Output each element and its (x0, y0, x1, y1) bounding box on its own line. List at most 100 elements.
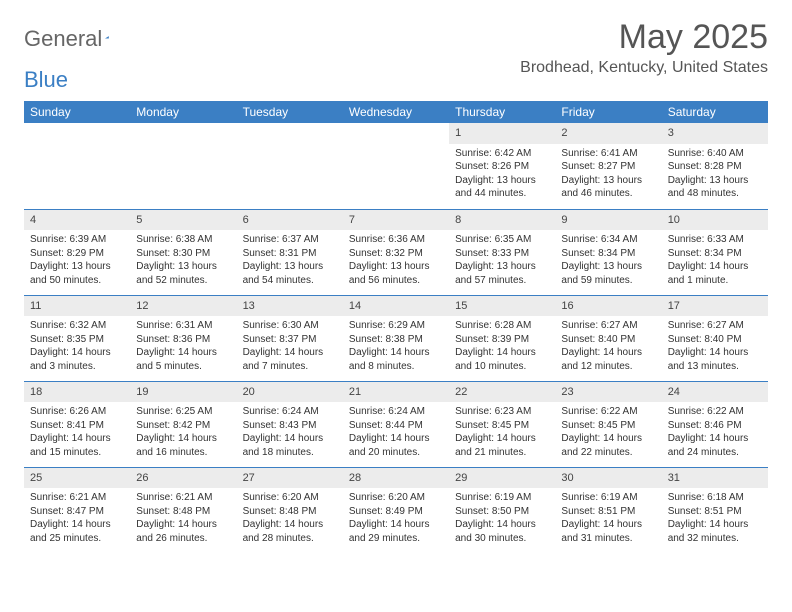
day-body: Sunrise: 6:31 AMSunset: 8:36 PMDaylight:… (130, 316, 236, 377)
day-body: Sunrise: 6:32 AMSunset: 8:35 PMDaylight:… (24, 316, 130, 377)
calendar-day-cell: 27Sunrise: 6:20 AMSunset: 8:48 PMDayligh… (237, 467, 343, 553)
day-line-d1: Daylight: 13 hours (561, 174, 655, 188)
day-line-ss: Sunset: 8:48 PM (136, 505, 230, 519)
brand-triangle-icon (105, 28, 109, 46)
day-line-ss: Sunset: 8:43 PM (243, 419, 337, 433)
calendar-day-cell: 1Sunrise: 6:42 AMSunset: 8:26 PMDaylight… (449, 123, 555, 209)
day-line-d1: Daylight: 13 hours (243, 260, 337, 274)
calendar-day-cell: . (24, 123, 130, 209)
day-body: Sunrise: 6:22 AMSunset: 8:45 PMDaylight:… (555, 402, 661, 463)
day-line-ss: Sunset: 8:48 PM (243, 505, 337, 519)
day-line-ss: Sunset: 8:36 PM (136, 333, 230, 347)
day-line-d2: and 57 minutes. (455, 274, 549, 288)
day-line-sr: Sunrise: 6:41 AM (561, 147, 655, 161)
day-line-sr: Sunrise: 6:21 AM (30, 491, 124, 505)
day-line-sr: Sunrise: 6:40 AM (668, 147, 762, 161)
day-body: Sunrise: 6:25 AMSunset: 8:42 PMDaylight:… (130, 402, 236, 463)
day-body: Sunrise: 6:30 AMSunset: 8:37 PMDaylight:… (237, 316, 343, 377)
day-line-d2: and 22 minutes. (561, 446, 655, 460)
day-line-d2: and 7 minutes. (243, 360, 337, 374)
day-number: 7 (343, 210, 449, 231)
location-label: Brodhead, Kentucky, United States (520, 59, 768, 77)
day-line-d1: Daylight: 13 hours (455, 260, 549, 274)
day-body: Sunrise: 6:26 AMSunset: 8:41 PMDaylight:… (24, 402, 130, 463)
calendar-week-row: 11Sunrise: 6:32 AMSunset: 8:35 PMDayligh… (24, 295, 768, 381)
day-line-d1: Daylight: 13 hours (455, 174, 549, 188)
day-line-ss: Sunset: 8:47 PM (30, 505, 124, 519)
day-number: 10 (662, 210, 768, 231)
day-line-sr: Sunrise: 6:24 AM (243, 405, 337, 419)
calendar-day-cell: 28Sunrise: 6:20 AMSunset: 8:49 PMDayligh… (343, 467, 449, 553)
brand-logo: General (24, 18, 129, 52)
day-body: Sunrise: 6:21 AMSunset: 8:47 PMDaylight:… (24, 488, 130, 549)
day-line-ss: Sunset: 8:40 PM (668, 333, 762, 347)
day-line-d1: Daylight: 14 hours (243, 346, 337, 360)
calendar-week-row: ....1Sunrise: 6:42 AMSunset: 8:26 PMDayl… (24, 123, 768, 209)
calendar-day-cell: 18Sunrise: 6:26 AMSunset: 8:41 PMDayligh… (24, 381, 130, 467)
day-body: Sunrise: 6:37 AMSunset: 8:31 PMDaylight:… (237, 230, 343, 291)
day-line-d1: Daylight: 14 hours (349, 346, 443, 360)
day-line-sr: Sunrise: 6:20 AM (243, 491, 337, 505)
day-line-d1: Daylight: 14 hours (30, 518, 124, 532)
day-number: 9 (555, 210, 661, 231)
day-line-sr: Sunrise: 6:33 AM (668, 233, 762, 247)
day-line-sr: Sunrise: 6:32 AM (30, 319, 124, 333)
day-line-d1: Daylight: 14 hours (455, 346, 549, 360)
day-body: Sunrise: 6:34 AMSunset: 8:34 PMDaylight:… (555, 230, 661, 291)
calendar-week-row: 4Sunrise: 6:39 AMSunset: 8:29 PMDaylight… (24, 209, 768, 295)
day-line-ss: Sunset: 8:35 PM (30, 333, 124, 347)
day-line-d2: and 8 minutes. (349, 360, 443, 374)
day-line-ss: Sunset: 8:42 PM (136, 419, 230, 433)
day-number: 23 (555, 382, 661, 403)
day-body: Sunrise: 6:41 AMSunset: 8:27 PMDaylight:… (555, 144, 661, 205)
day-line-d2: and 24 minutes. (668, 446, 762, 460)
day-body: Sunrise: 6:22 AMSunset: 8:46 PMDaylight:… (662, 402, 768, 463)
day-number: 25 (24, 468, 130, 489)
day-line-sr: Sunrise: 6:31 AM (136, 319, 230, 333)
day-body: Sunrise: 6:33 AMSunset: 8:34 PMDaylight:… (662, 230, 768, 291)
day-line-ss: Sunset: 8:41 PM (30, 419, 124, 433)
calendar-day-cell: 11Sunrise: 6:32 AMSunset: 8:35 PMDayligh… (24, 295, 130, 381)
day-body: Sunrise: 6:20 AMSunset: 8:48 PMDaylight:… (237, 488, 343, 549)
calendar-table: SundayMondayTuesdayWednesdayThursdayFrid… (24, 101, 768, 553)
day-number: 16 (555, 296, 661, 317)
day-body: Sunrise: 6:21 AMSunset: 8:48 PMDaylight:… (130, 488, 236, 549)
calendar-day-cell: 22Sunrise: 6:23 AMSunset: 8:45 PMDayligh… (449, 381, 555, 467)
calendar-body: ....1Sunrise: 6:42 AMSunset: 8:26 PMDayl… (24, 123, 768, 553)
calendar-day-cell: 26Sunrise: 6:21 AMSunset: 8:48 PMDayligh… (130, 467, 236, 553)
day-line-ss: Sunset: 8:34 PM (668, 247, 762, 261)
title-block: May 2025 Brodhead, Kentucky, United Stat… (520, 18, 768, 77)
calendar-day-cell: 10Sunrise: 6:33 AMSunset: 8:34 PMDayligh… (662, 209, 768, 295)
day-line-d2: and 50 minutes. (30, 274, 124, 288)
day-line-sr: Sunrise: 6:22 AM (668, 405, 762, 419)
day-line-sr: Sunrise: 6:36 AM (349, 233, 443, 247)
day-line-sr: Sunrise: 6:34 AM (561, 233, 655, 247)
day-number: 29 (449, 468, 555, 489)
day-line-d2: and 13 minutes. (668, 360, 762, 374)
day-body: Sunrise: 6:36 AMSunset: 8:32 PMDaylight:… (343, 230, 449, 291)
day-line-ss: Sunset: 8:46 PM (668, 419, 762, 433)
calendar-day-cell: 3Sunrise: 6:40 AMSunset: 8:28 PMDaylight… (662, 123, 768, 209)
day-line-sr: Sunrise: 6:35 AM (455, 233, 549, 247)
day-body: Sunrise: 6:27 AMSunset: 8:40 PMDaylight:… (555, 316, 661, 377)
day-line-d1: Daylight: 14 hours (455, 518, 549, 532)
day-body: Sunrise: 6:19 AMSunset: 8:50 PMDaylight:… (449, 488, 555, 549)
day-line-d1: Daylight: 14 hours (668, 518, 762, 532)
day-line-d2: and 52 minutes. (136, 274, 230, 288)
weekday-header: Wednesday (343, 101, 449, 123)
calendar-day-cell: 9Sunrise: 6:34 AMSunset: 8:34 PMDaylight… (555, 209, 661, 295)
day-line-sr: Sunrise: 6:20 AM (349, 491, 443, 505)
day-body: Sunrise: 6:20 AMSunset: 8:49 PMDaylight:… (343, 488, 449, 549)
day-line-d1: Daylight: 14 hours (30, 432, 124, 446)
calendar-day-cell: 19Sunrise: 6:25 AMSunset: 8:42 PMDayligh… (130, 381, 236, 467)
day-line-d1: Daylight: 14 hours (243, 432, 337, 446)
day-number: 12 (130, 296, 236, 317)
day-line-d2: and 21 minutes. (455, 446, 549, 460)
day-line-sr: Sunrise: 6:42 AM (455, 147, 549, 161)
weekday-header: Tuesday (237, 101, 343, 123)
day-body: Sunrise: 6:29 AMSunset: 8:38 PMDaylight:… (343, 316, 449, 377)
day-line-d2: and 12 minutes. (561, 360, 655, 374)
day-line-d1: Daylight: 13 hours (349, 260, 443, 274)
calendar-day-cell: 14Sunrise: 6:29 AMSunset: 8:38 PMDayligh… (343, 295, 449, 381)
day-number: 19 (130, 382, 236, 403)
